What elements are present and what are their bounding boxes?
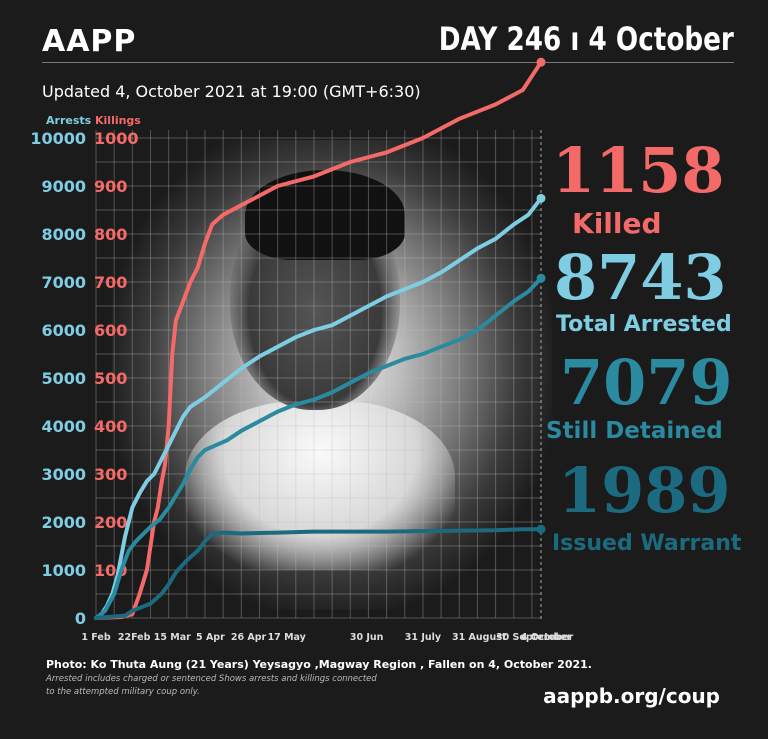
x-tick-label: 31 August [452, 632, 507, 643]
x-tick-label: 15 Mar [154, 632, 191, 643]
series-endpoint-killings [536, 57, 546, 67]
x-tick-label: 22Feb [118, 632, 151, 643]
left-tick-label: 9000 [41, 177, 86, 196]
right-tick-label: 200 [94, 513, 127, 532]
x-tick-label: 5 Apr [196, 632, 225, 643]
right-tick-label: 800 [94, 225, 127, 244]
x-tick-label: 30 Jun [350, 632, 384, 643]
right-tick-label: 600 [94, 321, 127, 340]
right-tick-label: 1000 [94, 129, 139, 148]
warrant-label: Issued Warrant [552, 531, 742, 556]
website-link[interactable]: aappb.org/coup [543, 684, 720, 708]
arrested-count: 8743 [554, 241, 727, 314]
right-tick-label: 500 [94, 369, 127, 388]
detained-count: 7079 [560, 346, 733, 419]
arrested-label: Total Arrested [556, 312, 732, 337]
detained-label: Still Detained [546, 418, 723, 444]
disclaimer-line-1: Arrested includes charged or sentenced S… [46, 674, 377, 684]
killed-count: 1158 [552, 134, 725, 207]
left-axis-title: Arrests [46, 114, 92, 127]
left-tick-label: 0 [75, 609, 86, 628]
right-axis-title: Killings [95, 114, 141, 127]
series-line-detained [94, 276, 543, 620]
series-line-warrant [94, 527, 543, 620]
x-tick-label: 31 July [405, 632, 442, 643]
warrant-count: 1989 [558, 454, 731, 527]
x-tick-label: 4 October [521, 632, 574, 643]
day-counter: DAY 246 ı 4 October [438, 20, 734, 58]
x-tick-label: 17 May [268, 632, 307, 643]
series-endpoint-warrant [536, 524, 546, 534]
x-tick-label: 30 September [496, 632, 572, 643]
photo-shirt [185, 400, 455, 570]
killed-label: Killed [572, 207, 662, 240]
header-divider [42, 62, 734, 63]
left-tick-label: 10000 [30, 129, 86, 148]
left-tick-label: 8000 [41, 225, 86, 244]
x-tick-label: 1 Feb [81, 632, 110, 643]
disclaimer-note: Arrested includes charged or sentenced S… [46, 673, 386, 699]
x-tick-label: 26 Apr [231, 632, 267, 643]
series-line-killings [94, 60, 543, 620]
right-tick-label: 300 [94, 465, 127, 484]
left-tick-label: 1000 [41, 561, 86, 580]
right-tick-label: 700 [94, 273, 127, 292]
left-tick-label: 7000 [41, 273, 86, 292]
photo-hair [245, 170, 405, 260]
left-tick-label: 4000 [41, 417, 86, 436]
series-line-arrests [94, 196, 543, 620]
updated-timestamp: Updated 4, October 2021 at 19:00 (GMT+6:… [42, 82, 421, 101]
left-tick-label: 3000 [41, 465, 86, 484]
left-tick-label: 6000 [41, 321, 86, 340]
right-tick-label: 900 [94, 177, 127, 196]
photo-caption: Photo: Ko Thuta Aung (21 Years) Yeysagyo… [46, 658, 592, 671]
series-endpoint-detained [536, 273, 546, 283]
disclaimer-line-2: to the attempted military coup only. [46, 686, 200, 697]
left-tick-label: 2000 [41, 513, 86, 532]
series-endpoint-arrests [536, 193, 546, 203]
right-tick-label: 400 [94, 417, 127, 436]
left-tick-label: 5000 [41, 369, 86, 388]
org-logo: AAPP [42, 24, 137, 59]
